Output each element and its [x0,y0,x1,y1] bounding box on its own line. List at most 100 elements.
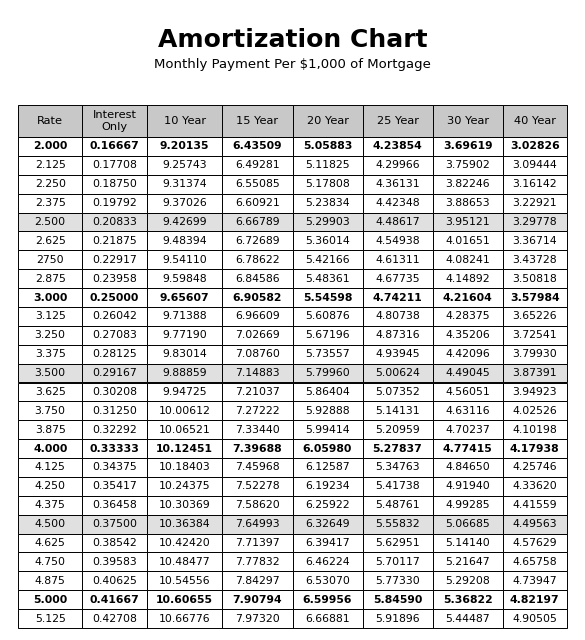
Text: 7.14883: 7.14883 [235,368,280,378]
Bar [292,212,363,232]
Text: 4.250: 4.250 [35,481,66,492]
Bar [292,156,363,175]
Bar [18,345,82,364]
Text: 4.125: 4.125 [35,463,66,472]
Text: 5.48761: 5.48761 [375,500,420,510]
Bar [432,105,503,137]
Bar [292,420,363,439]
Bar [147,105,222,137]
Bar [222,552,292,572]
Bar [147,496,222,515]
Bar [82,572,147,590]
Bar [18,232,82,250]
Text: 10.42420: 10.42420 [159,538,211,548]
Text: 4.56051: 4.56051 [445,387,490,397]
Text: 3.29778: 3.29778 [512,217,557,227]
Text: 4.63116: 4.63116 [445,406,490,416]
Text: 5.54598: 5.54598 [303,292,352,303]
Text: 0.34375: 0.34375 [92,463,137,472]
Text: 5.36822: 5.36822 [443,595,493,605]
Text: 5.07352: 5.07352 [375,387,420,397]
Bar [82,269,147,288]
Bar [18,364,82,383]
Text: 3.75902: 3.75902 [445,161,490,170]
Bar [363,401,432,420]
Bar [292,477,363,496]
Bar [432,515,503,534]
Bar [147,515,222,534]
Text: 9.77190: 9.77190 [162,330,207,340]
Text: 9.88859: 9.88859 [163,368,207,378]
Text: 2.125: 2.125 [35,161,66,170]
Bar [222,383,292,401]
Text: 4.28375: 4.28375 [445,312,490,321]
Bar [222,194,292,212]
Bar [292,552,363,572]
Bar [363,156,432,175]
Text: 2750: 2750 [36,255,64,265]
Text: 5.55832: 5.55832 [375,519,420,529]
Bar [222,420,292,439]
Bar [82,590,147,609]
Bar [82,232,147,250]
Text: 15 Year: 15 Year [236,116,278,126]
Text: 9.31374: 9.31374 [163,179,207,189]
Text: Interest
Only: Interest Only [92,110,137,132]
Bar [363,609,432,628]
Text: 0.21875: 0.21875 [92,236,137,246]
Text: 4.49563: 4.49563 [512,519,557,529]
Bar [503,383,567,401]
Text: 5.79960: 5.79960 [305,368,350,378]
Text: 3.57984: 3.57984 [510,292,560,303]
Text: 4.01651: 4.01651 [445,236,490,246]
Text: 7.97320: 7.97320 [235,614,280,623]
Text: 5.86404: 5.86404 [305,387,350,397]
Text: 6.90582: 6.90582 [233,292,282,303]
Bar [82,383,147,401]
Text: 0.37500: 0.37500 [92,519,137,529]
Text: 5.125: 5.125 [35,614,66,623]
Bar [292,326,363,345]
Text: 5.73557: 5.73557 [305,349,350,359]
Text: 4.36131: 4.36131 [375,179,420,189]
Text: 10.06521: 10.06521 [159,425,211,435]
Text: 6.78622: 6.78622 [235,255,280,265]
Bar [222,345,292,364]
Bar [432,420,503,439]
Bar [363,137,432,156]
Text: 4.23854: 4.23854 [373,141,422,152]
Bar [18,420,82,439]
Text: 6.55085: 6.55085 [235,179,280,189]
Text: 5.29208: 5.29208 [445,576,490,586]
Bar [292,364,363,383]
Bar [18,137,82,156]
Bar [292,590,363,609]
Bar [82,326,147,345]
Bar [147,458,222,477]
Text: 9.37026: 9.37026 [162,198,207,208]
Text: 6.12587: 6.12587 [305,463,350,472]
Text: 4.90505: 4.90505 [512,614,558,623]
Bar [82,364,147,383]
Text: 4.500: 4.500 [35,519,66,529]
Bar [18,496,82,515]
Bar [292,194,363,212]
Bar [222,572,292,590]
Bar [363,307,432,326]
Text: 4.21604: 4.21604 [443,292,493,303]
Text: 10.24375: 10.24375 [159,481,211,492]
Bar [82,156,147,175]
Text: 0.30208: 0.30208 [92,387,137,397]
Bar [292,345,363,364]
Text: 7.71397: 7.71397 [235,538,280,548]
Bar [432,477,503,496]
Text: 0.27083: 0.27083 [92,330,137,340]
Text: 4.42096: 4.42096 [445,349,490,359]
Text: 3.125: 3.125 [35,312,66,321]
Text: 4.29966: 4.29966 [375,161,420,170]
Bar [82,477,147,496]
Bar [222,326,292,345]
Bar [147,534,222,552]
Text: 10.30369: 10.30369 [159,500,211,510]
Bar [222,364,292,383]
